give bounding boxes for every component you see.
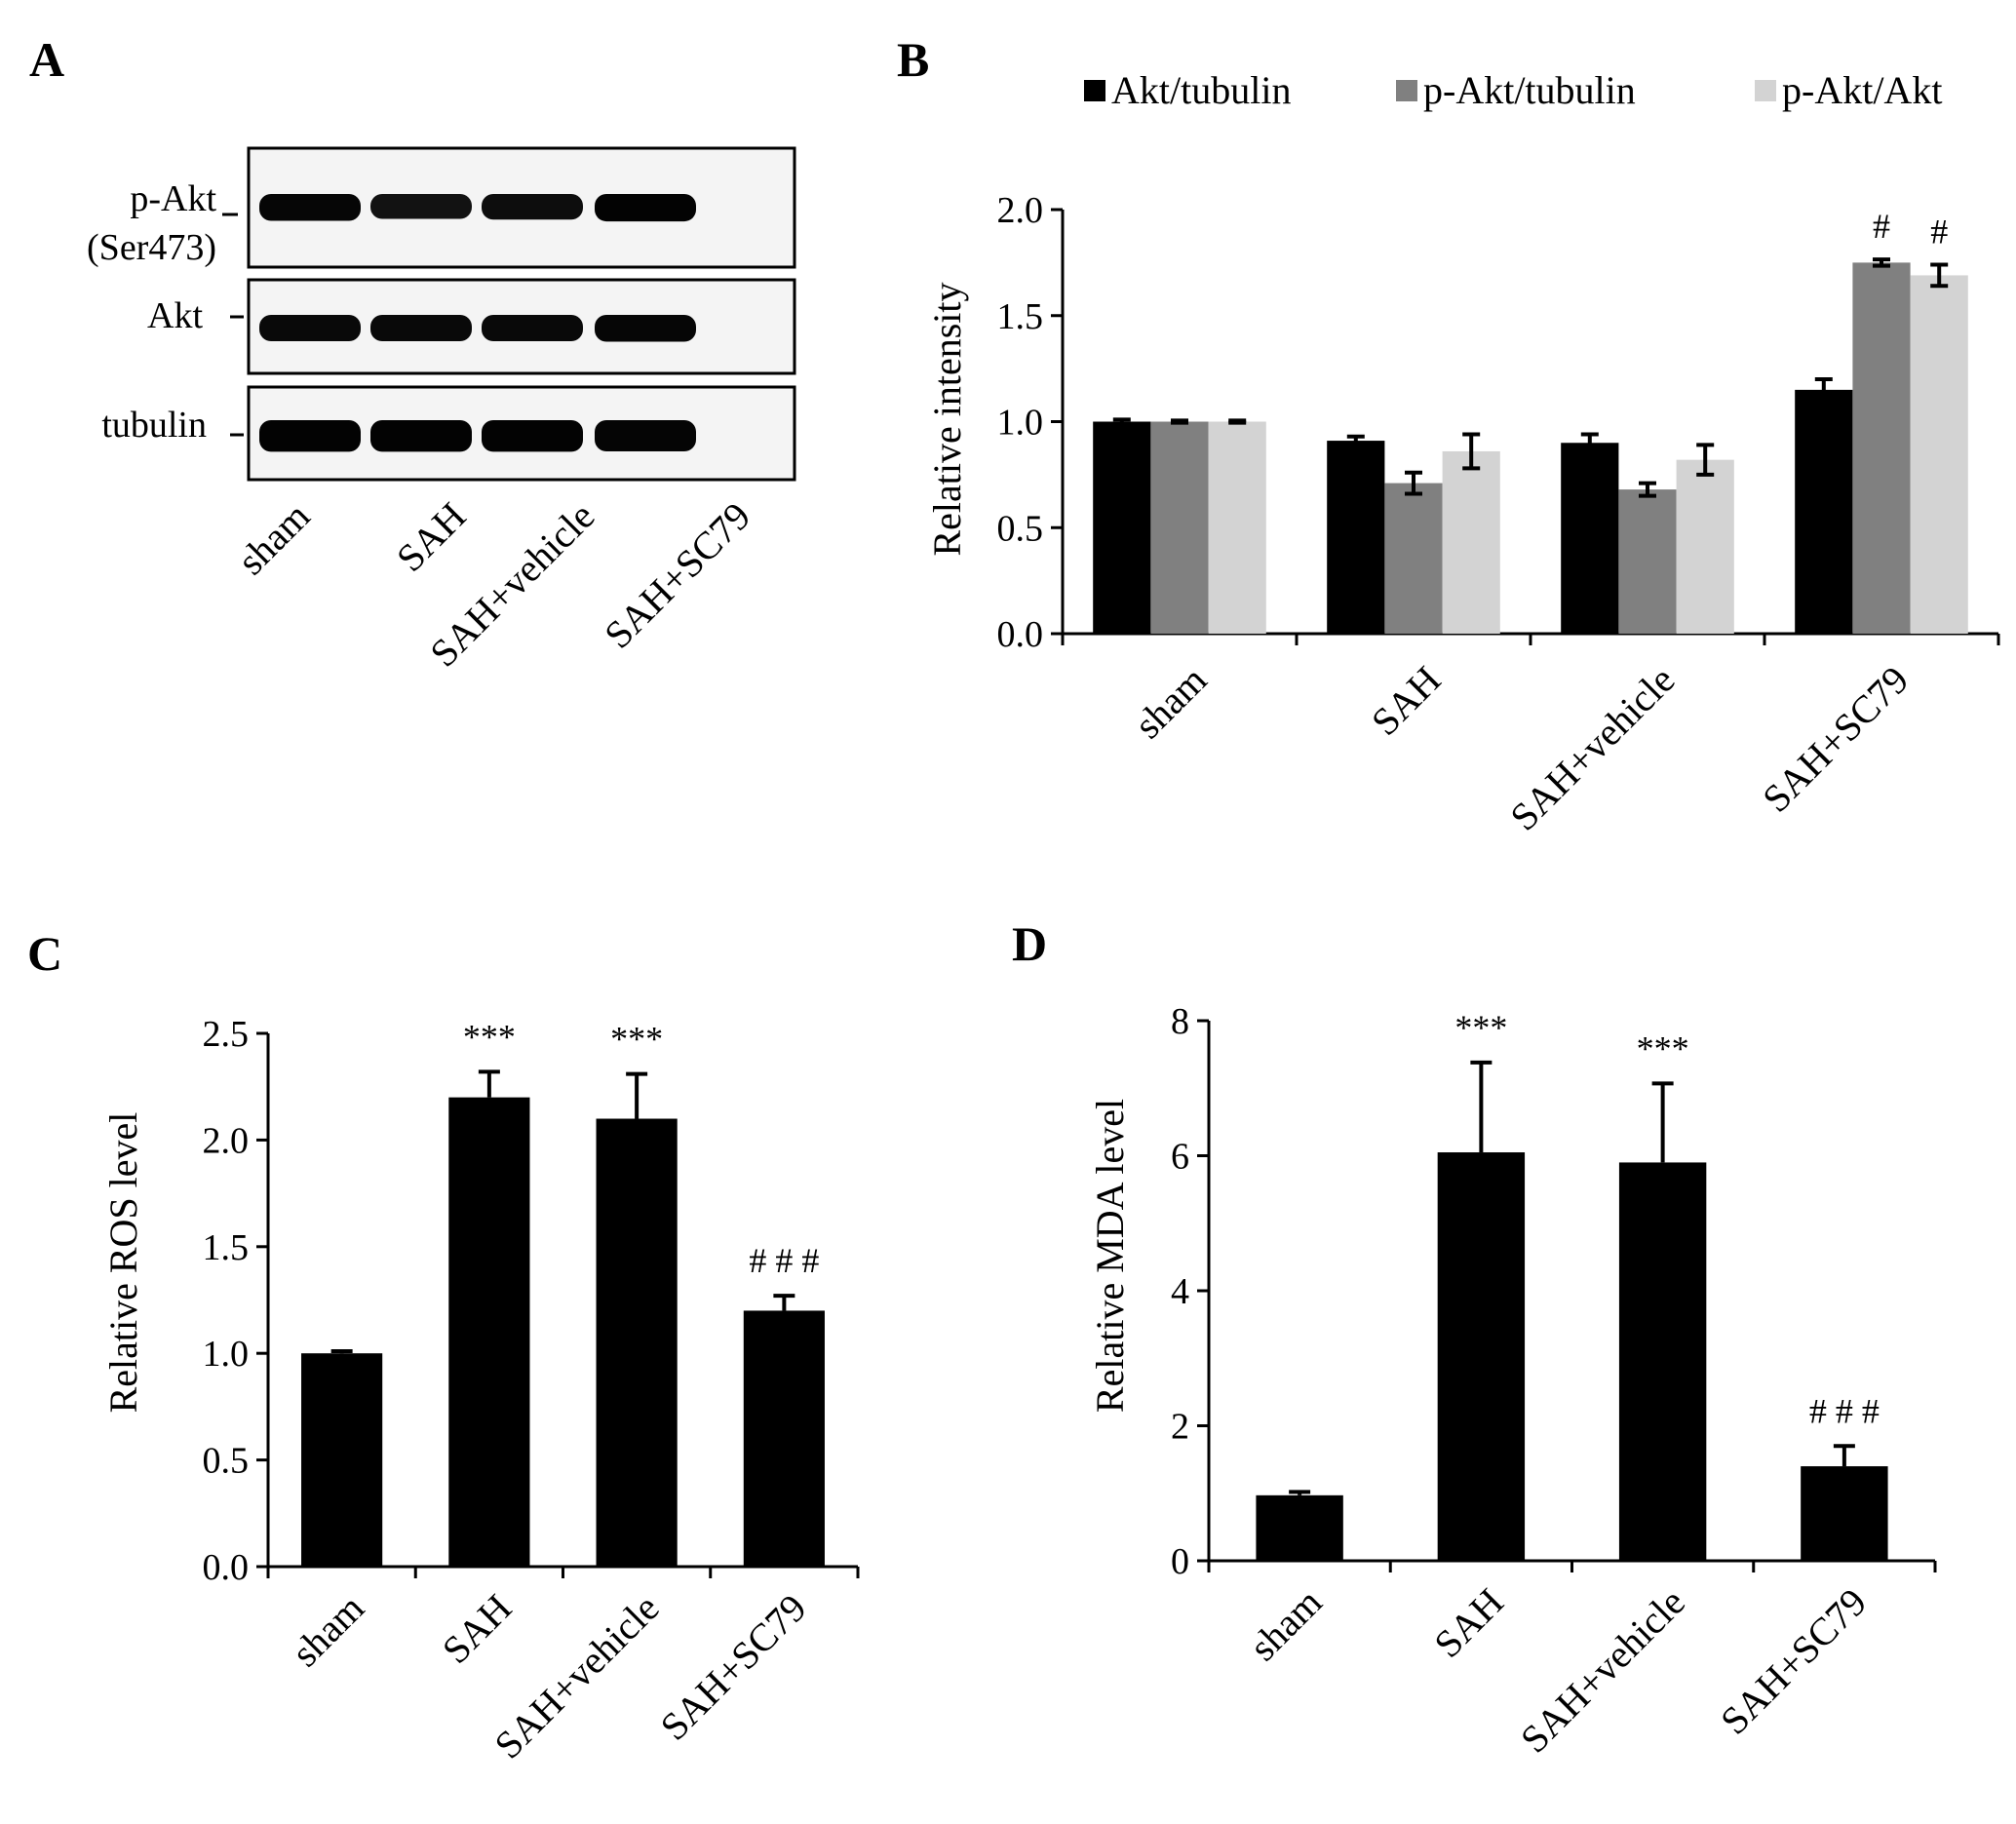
y-tick-label: 1.0 [997, 403, 1044, 444]
panel-b-legend: Akt/tubulin p-Akt/tubulin p-Akt/Akt [1084, 68, 1942, 112]
blot-label-akt: Akt [147, 295, 203, 336]
y-tick-label: 1.5 [203, 1227, 250, 1268]
panel-d-y-axis-label: Relative MDA level [1088, 1099, 1132, 1413]
lane-label-sah: SAH [388, 494, 474, 580]
x-category-label-sah-sc79: SAH+SC79 [1712, 1580, 1875, 1743]
blot-label-tubulin: tubulin [101, 405, 207, 446]
panel-a-western-blot: A p-Akt (Ser473) Akt tubulin sham SAH SAH+… [29, 32, 796, 676]
y-tick-label: 4 [1171, 1271, 1189, 1312]
y-tick-label: 2 [1171, 1407, 1189, 1448]
panel-c-y-axis-label: Relative ROS level [101, 1112, 145, 1414]
y-tick-label: 0.0 [997, 614, 1044, 655]
band-akt-sah [370, 315, 472, 342]
y-tick-label: 2.0 [203, 1120, 250, 1161]
bar-sah-sc79-akt-tubulin [1795, 389, 1853, 634]
panel-c-letter: C [27, 926, 62, 981]
legend-label-p-akt-akt: p-Akt/Akt [1782, 68, 1942, 112]
band-tubulin-sah-sc79 [595, 420, 696, 452]
bar-sah-value [1437, 1152, 1526, 1561]
bar-sah-vehicle-p-akt-tubulin [1618, 489, 1677, 634]
bar-sham-value [1256, 1494, 1343, 1561]
y-tick-label: 0.0 [203, 1547, 250, 1588]
significance-marker: *** [463, 1017, 516, 1056]
x-category-label-sah: SAH [1425, 1580, 1511, 1666]
legend-swatch-p-akt-tubulin [1396, 80, 1417, 101]
bar-sham-p-akt-akt [1208, 421, 1266, 634]
band-akt-sah-sc79 [595, 315, 696, 342]
panel-b-plot: 0.0 0.5 1.0 1.5 2.0 sham SAH SAH+vehicle SAH+SC7… [997, 190, 2000, 839]
band-p-akt-sham [259, 194, 361, 221]
bar-sah-sc79-value [743, 1310, 825, 1567]
band-p-akt-sah [370, 194, 472, 219]
y-tick-label: 0.5 [203, 1441, 250, 1482]
y-tick-label: 2.5 [203, 1014, 250, 1055]
x-category-label-sham: sham [1241, 1580, 1331, 1670]
y-tick-label: 1.0 [203, 1334, 250, 1375]
x-category-label-sham: sham [283, 1586, 372, 1676]
bar-sah-sc79-p-akt-akt [1910, 275, 1968, 634]
bar-sham-value [301, 1353, 383, 1567]
significance-marker: # # # [749, 1241, 819, 1280]
significance-marker: # [1873, 207, 1890, 246]
bar-sham-akt-tubulin [1093, 421, 1151, 634]
x-category-label-sham: sham [1126, 658, 1216, 748]
panel-d-plot: 0 2 4 6 8 sham SAH SAH+vehicle SAH+SC79 *** *** # #… [1171, 1001, 1937, 1762]
bar-sah-vehicle-value [1618, 1162, 1707, 1561]
significance-marker: # [1930, 213, 1948, 252]
blot-label-ser473: (Ser473) [87, 227, 216, 268]
legend-label-p-akt-tubulin: p-Akt/tubulin [1423, 68, 1636, 112]
y-tick-label: 1.5 [997, 296, 1044, 337]
bar-sah-p-akt-tubulin [1384, 483, 1443, 634]
bar-sham-p-akt-tubulin [1150, 421, 1209, 634]
y-tick-label: 6 [1171, 1137, 1189, 1178]
x-category-label-sah-vehicle: SAH+vehicle [1501, 658, 1683, 839]
panel-b-letter: B [897, 32, 929, 87]
x-category-label-sah: SAH [434, 1586, 520, 1672]
x-category-label-sah: SAH [1363, 658, 1449, 744]
panel-d-letter: D [1012, 916, 1047, 971]
band-akt-sah-vehicle [482, 315, 583, 342]
panel-b-y-axis-label: Relative intensity [925, 282, 969, 556]
band-tubulin-sham [259, 420, 361, 452]
significance-marker: *** [1637, 1028, 1689, 1067]
legend-swatch-akt-tubulin [1084, 80, 1105, 101]
band-tubulin-sah-vehicle [482, 420, 583, 452]
significance-marker: # # # [1809, 1391, 1880, 1430]
bar-sah-sc79-p-akt-tubulin [1852, 262, 1911, 634]
x-category-label-sah-sc79: SAH+SC79 [1754, 658, 1917, 821]
band-p-akt-sah-vehicle [482, 194, 583, 220]
lane-label-sah-sc79: SAH+SC79 [596, 494, 758, 657]
bar-sah-vehicle-value [596, 1118, 678, 1567]
y-tick-label: 0 [1171, 1541, 1189, 1582]
band-tubulin-sah [370, 420, 472, 452]
x-category-label-sah-sc79: SAH+SC79 [651, 1586, 814, 1749]
panel-a-letter: A [29, 32, 64, 87]
legend-label-akt-tubulin: Akt/tubulin [1111, 68, 1291, 112]
band-p-akt-sah-sc79 [595, 194, 696, 222]
bar-sah-akt-tubulin [1327, 441, 1385, 634]
panel-b-chart: B Akt/tubulin p-Akt/tubulin p-Akt/Akt Rela… [897, 32, 2000, 839]
y-tick-label: 0.5 [997, 508, 1044, 549]
lane-label-sham: sham [229, 494, 319, 584]
legend-swatch-p-akt-akt [1755, 80, 1776, 101]
bar-sah-vehicle-p-akt-akt [1676, 459, 1734, 634]
bar-sah-vehicle-akt-tubulin [1561, 443, 1619, 634]
panel-d-chart: D Relative MDA level 0 2 4 6 8 sham SAH SAH+veh… [1012, 916, 1937, 1762]
significance-marker: *** [610, 1020, 663, 1059]
panel-c-chart: C Relative ROS level 0.0 0.5 1.0 1.5 2.0 2.5 s… [27, 926, 860, 1767]
bar-sah-sc79-value [1801, 1466, 1888, 1561]
blot-label-p-akt: p-Akt [130, 178, 216, 219]
x-category-label-sah-vehicle: SAH+vehicle [1512, 1580, 1693, 1762]
y-tick-label: 2.0 [997, 190, 1044, 231]
significance-marker: *** [1454, 1008, 1507, 1047]
band-akt-sham [259, 315, 361, 342]
bar-sah-value [448, 1097, 530, 1567]
bar-sah-p-akt-akt [1442, 450, 1500, 634]
y-tick-label: 8 [1171, 1001, 1189, 1042]
blot-bands [259, 194, 696, 452]
